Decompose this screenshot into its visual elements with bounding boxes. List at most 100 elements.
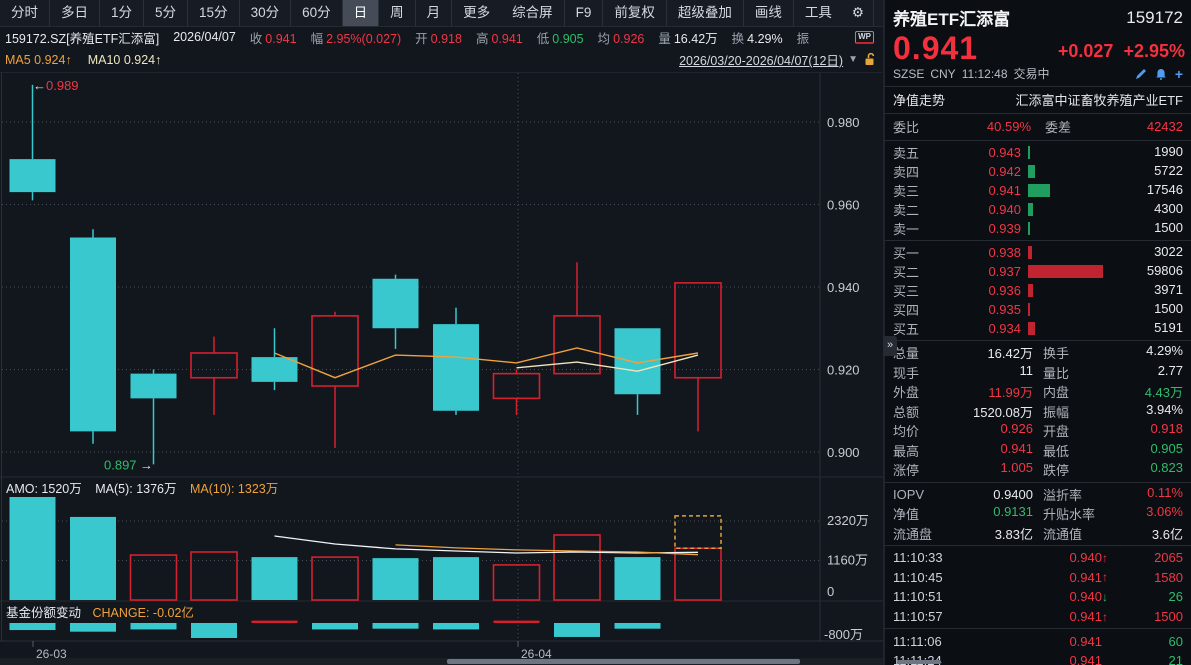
stat-cell: 外盘 11.99万 [893, 382, 1033, 401]
volume-bar-up [553, 534, 601, 601]
bid-depth-bar [1028, 284, 1033, 297]
menu-前复权[interactable]: 前复权 [602, 0, 666, 26]
add-plus-icon[interactable]: + [1174, 65, 1183, 82]
ask-level-row[interactable]: 卖五 0.943 1990 [885, 143, 1191, 162]
stat-value: 11.99万 [988, 385, 1033, 401]
symbol-label: 159172.SZ[养殖ETF汇添富] [5, 31, 160, 46]
volume-axis-label: 2320万 [827, 513, 869, 528]
stat-cell: 内盘 4.43万 [1043, 382, 1183, 401]
volume-bar-up [674, 547, 722, 601]
period-tab-30分[interactable]: 30分 [238, 0, 291, 26]
quote-field: 均 0.926 [598, 28, 645, 47]
stat-cell: 涨停 1.005 [893, 460, 1033, 479]
ask-price: 0.942 [988, 164, 1021, 179]
volume-bar-down [70, 516, 116, 600]
panel-collapse-handle[interactable]: » [883, 336, 897, 356]
ask-level-row[interactable]: 卖二 0.940 4300 [885, 200, 1191, 219]
price-axis-label: 0.900 [827, 445, 860, 460]
candle-down [70, 237, 116, 432]
quote-field-label: 振 [796, 31, 810, 46]
period-tab-更多[interactable]: 更多 [451, 0, 501, 26]
fund-share-title: 基金份额变动 [6, 606, 82, 620]
price-change-pct: +2.95% [1123, 41, 1185, 61]
bid-price: 0.934 [988, 321, 1021, 336]
candle-down [130, 373, 177, 399]
stat-value: 1520.08万 [973, 404, 1033, 420]
period-tab-5分[interactable]: 5分 [143, 0, 187, 26]
tick-scrollbar-thumb[interactable] [897, 660, 941, 664]
quote-field: 振 [797, 28, 813, 47]
ask-label: 卖四 [893, 165, 920, 180]
stat-label: IOPV [893, 486, 925, 502]
period-tab-15分[interactable]: 15分 [187, 0, 239, 26]
wp-window-icon[interactable]: WP [855, 30, 874, 44]
unlock-icon[interactable] [863, 53, 876, 66]
main-chart[interactable]: 0.980 0.960 0.940 0.920 0.900 2320万 1160万 0 -800… [0, 73, 883, 665]
price-axis-label: 0.920 [827, 363, 860, 378]
stat-value: 11 [1019, 362, 1034, 378]
tick-list[interactable]: 11:10:33 0.940 ↑ 2065 11:10:45 0.941 ↑ 1580 11:1… [885, 548, 1191, 665]
bid-level-row[interactable]: 买一 0.938 3022 [885, 243, 1191, 262]
tick-volume: 2065 [1154, 550, 1183, 566]
menu-F9[interactable]: F9 [563, 0, 603, 26]
ask-level-row[interactable]: 卖一 0.939 1500 [885, 219, 1191, 238]
period-toolbar: 分时 多日 1分 5分 15分 30分 60分日周月更多 综合屏 F9 前复权 超级叠加 画线 工具 … [0, 0, 922, 27]
tick-price: 0.941 [1069, 569, 1102, 585]
ask-level-row[interactable]: 卖四 0.942 5722 [885, 162, 1191, 181]
date-range-selector[interactable]: 2026/03/20-2026/04/07(12日) [679, 54, 844, 68]
bid-label: 买一 [893, 246, 920, 261]
bid-level-row[interactable]: 买四 0.935 1500 [885, 300, 1191, 319]
ask-depth-bar [1028, 146, 1031, 159]
quote-field-label: 收 [249, 31, 263, 46]
tick-time: 11:11:24 [893, 653, 969, 665]
instrument-name: 养殖ETF汇添富 [893, 10, 1011, 29]
menu-工具[interactable]: 工具 [792, 0, 843, 26]
volume-pane-header: AMO: 1520万 MA(5): 1376万 MA(10): 1323万 [6, 478, 278, 497]
horizontal-scrollbar[interactable] [0, 658, 883, 665]
weibi-value: 40.59% [986, 119, 1031, 134]
quote-field-value: 4.29% [747, 31, 783, 46]
stat-row: 均价 0.926 开盘 0.918 [885, 421, 1191, 441]
period-tab-60分[interactable]: 60分 [290, 0, 342, 26]
period-tab-周[interactable]: 周 [378, 0, 415, 26]
ask-level-row[interactable]: 卖三 0.941 17546 [885, 181, 1191, 200]
menu-超级叠加[interactable]: 超级叠加 [665, 0, 743, 26]
scrollbar-thumb[interactable] [447, 659, 800, 664]
bid-level-row[interactable]: 买三 0.936 3971 [885, 281, 1191, 300]
menu-综合屏[interactable]: 综合屏 [512, 5, 553, 20]
period-tab-分时[interactable]: 分时 [11, 5, 38, 20]
nav-trend-label[interactable]: 净值走势 [893, 93, 946, 108]
bid-bar-wrap: 3022 [1028, 244, 1183, 259]
ask-volume: 17546 [1146, 182, 1183, 197]
tick-direction-icon: ↑ [1102, 570, 1108, 585]
volume-bar-down [433, 557, 479, 600]
quote-field: 收 0.941 [250, 28, 297, 47]
high-price-annotation: 0.989 [46, 78, 79, 93]
bid-volume: 59806 [1146, 263, 1183, 278]
settings-gear-icon[interactable]: ⚙ [851, 5, 864, 20]
ask-price: 0.939 [988, 221, 1021, 236]
chevron-down-icon[interactable]: ▼ [848, 54, 858, 65]
tick-price: 0.941 [1069, 633, 1102, 649]
edit-pencil-icon[interactable] [1135, 68, 1147, 80]
period-tab-1分[interactable]: 1分 [99, 0, 143, 26]
volume-projection-box [674, 515, 722, 549]
stat-row: 外盘 11.99万 内盘 4.43万 [885, 382, 1191, 402]
ask-levels: 卖五 0.943 1990 卖四 0.942 5722 卖三 0.941 17546 卖二 0.94… [885, 143, 1191, 238]
quote-field: 低 0.905 [537, 28, 584, 47]
stat-cell: 现手 11 [893, 363, 1033, 382]
stat-label: 流通值 [1043, 526, 1083, 542]
period-tab-日[interactable]: 日 [341, 0, 379, 26]
period-tab-多日[interactable]: 多日 [49, 0, 99, 26]
alert-bell-icon[interactable] [1155, 68, 1167, 80]
menu-画线[interactable]: 画线 [742, 0, 793, 26]
period-tab-月[interactable]: 月 [414, 0, 452, 26]
tick-price: 0.940 [1069, 589, 1102, 605]
stat-label: 内盘 [1043, 385, 1070, 401]
bid-level-row[interactable]: 买二 0.937 59806 [885, 262, 1191, 281]
stat-label: 开盘 [1043, 424, 1070, 440]
tick-row: 11:10:57 0.941 ↑ 1500 [885, 607, 1191, 627]
bid-level-row[interactable]: 买五 0.934 5191 [885, 319, 1191, 338]
bid-price: 0.936 [988, 283, 1021, 298]
tick-time: 11:10:51 [893, 589, 943, 605]
